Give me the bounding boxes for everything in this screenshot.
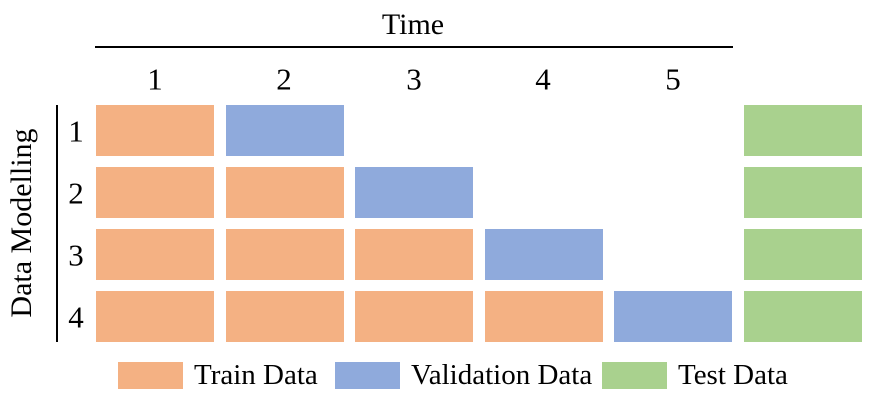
grid-cell-train-r4-c4 — [484, 291, 603, 342]
grid-cell-train-r2-c1 — [96, 167, 214, 218]
grid-cell-test-r3-c6 — [743, 229, 862, 280]
time-column-header-5: 5 — [665, 61, 681, 97]
time-column-header-2: 2 — [276, 61, 292, 97]
grid-cell-train-r4-c2 — [225, 291, 344, 342]
row-label-4: 4 — [68, 299, 84, 335]
row-label-1: 1 — [68, 113, 84, 149]
time-column-header-3: 3 — [406, 61, 422, 97]
legend-label-validation: Validation Data — [411, 358, 593, 391]
grid-cell-train-r1-c1 — [96, 105, 214, 156]
grid-cell-train-r4-c1 — [96, 291, 214, 342]
validation-swatch — [335, 361, 400, 389]
grid-cell-validation-r2-c3 — [355, 167, 473, 218]
grid-cell-test-r4-c6 — [743, 291, 862, 342]
row-label-3: 3 — [68, 237, 84, 273]
legend-label-train: Train Data — [194, 358, 318, 391]
grid-cell-train-r3-c3 — [355, 229, 473, 280]
time-axis-title: Time — [381, 8, 445, 41]
row-label-2: 2 — [68, 175, 84, 211]
grid-cell-test-r1-c6 — [743, 105, 862, 156]
grid-cell-train-r3-c1 — [96, 229, 214, 280]
grid-cell-validation-r3-c4 — [484, 229, 603, 280]
train-swatch — [118, 361, 183, 389]
legend-item-validation: Validation Data — [335, 358, 593, 391]
grid-cell-validation-r1-c2 — [225, 105, 344, 156]
time-column-header-4: 4 — [535, 61, 551, 97]
data-modelling-axis-line — [56, 105, 58, 342]
grid-cell-test-r2-c6 — [743, 167, 862, 218]
legend-label-test: Test Data — [678, 358, 788, 391]
grid-cell-train-r2-c2 — [225, 167, 344, 218]
legend-item-test: Test Data — [602, 358, 788, 391]
grid-cell-train-r3-c2 — [225, 229, 344, 280]
legend-item-train: Train Data — [118, 358, 318, 391]
test-swatch — [602, 361, 667, 389]
grid-cell-train-r4-c3 — [355, 291, 473, 342]
time-column-header-1: 1 — [147, 61, 163, 97]
grid-cell-validation-r4-c5 — [614, 291, 732, 342]
time-axis-line — [95, 46, 733, 48]
